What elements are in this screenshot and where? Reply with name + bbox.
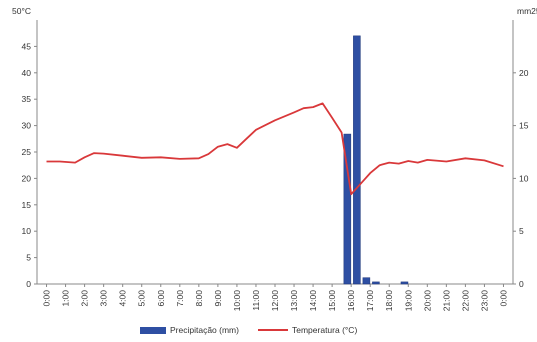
x-tick-label: 22:00	[460, 290, 470, 312]
axes	[34, 20, 516, 287]
x-tick-label: 2:00	[80, 290, 90, 307]
x-tick-label: 9:00	[213, 290, 223, 307]
x-tick-label: 13:00	[289, 290, 299, 312]
x-tick-label: 21:00	[441, 290, 451, 312]
x-tick-label: 4:00	[118, 290, 128, 307]
x-tick-label: 16:00	[346, 290, 356, 312]
x-tick-label: 15:00	[327, 290, 337, 312]
precipitation-bar	[400, 281, 409, 285]
right-tick-label: 15	[519, 121, 529, 131]
x-tick-label: 19:00	[403, 290, 413, 312]
x-tick-label: 11:00	[251, 290, 261, 311]
x-tick-label: 12:00	[270, 290, 280, 312]
x-tick-label: 20:00	[422, 290, 432, 312]
left-tick-label: 45	[22, 41, 32, 51]
x-tick-label: 14:00	[308, 290, 318, 312]
x-tick-label: 5:00	[137, 290, 147, 307]
left-tick-label: 30	[22, 121, 32, 131]
right-tick-label: 20	[519, 68, 529, 78]
left-tick-label: 20	[22, 173, 32, 183]
precipitation-bar	[362, 277, 371, 285]
left-tick-label: 10	[22, 226, 32, 236]
x-tick-label: 0:00	[498, 290, 508, 307]
legend-precipitation-label: Precipitação (mm)	[170, 325, 239, 335]
left-tick-label: 0	[26, 279, 31, 289]
temperature-line-group	[46, 102, 504, 196]
legend-temperature-label: Temperatura (°C)	[292, 325, 357, 335]
left-tick-label: 25	[22, 147, 32, 157]
x-tick-label: 17:00	[365, 290, 375, 312]
precipitation-bar	[343, 133, 352, 285]
tick-labels: 0 5 10 15 20 25 30 35 40 45 0 5 10 15 20 0:00 1:00 2:00 3:…	[22, 41, 529, 311]
left-tick-label: 35	[22, 94, 32, 104]
right-tick-label: 10	[519, 173, 529, 183]
left-axis-unit: 50°C	[12, 6, 31, 16]
legend: Precipitação (mm) Temperatura (°C)	[140, 325, 357, 335]
temperature-line	[46, 102, 504, 196]
right-tick-label: 0	[519, 279, 524, 289]
right-axis-unit: mm25	[517, 6, 537, 16]
x-tick-label: 8:00	[194, 290, 204, 307]
legend-precipitation-swatch	[140, 327, 166, 334]
left-tick-label: 40	[22, 68, 32, 78]
x-tick-label: 6:00	[156, 290, 166, 307]
x-tick-label: 0:00	[42, 290, 52, 307]
x-tick-label: 23:00	[479, 290, 489, 312]
x-tick-label: 1:00	[61, 290, 71, 307]
x-tick-label: 18:00	[384, 290, 394, 312]
x-tick-label: 10:00	[232, 290, 242, 312]
right-tick-label: 5	[519, 226, 524, 236]
precipitation-bar	[353, 35, 361, 285]
left-tick-label: 15	[22, 200, 32, 210]
precipitation-bars	[343, 35, 409, 285]
x-tick-label: 3:00	[99, 290, 109, 307]
left-tick-label: 5	[26, 253, 31, 263]
x-tick-label: 7:00	[175, 290, 185, 307]
precipitation-bar	[372, 281, 380, 285]
